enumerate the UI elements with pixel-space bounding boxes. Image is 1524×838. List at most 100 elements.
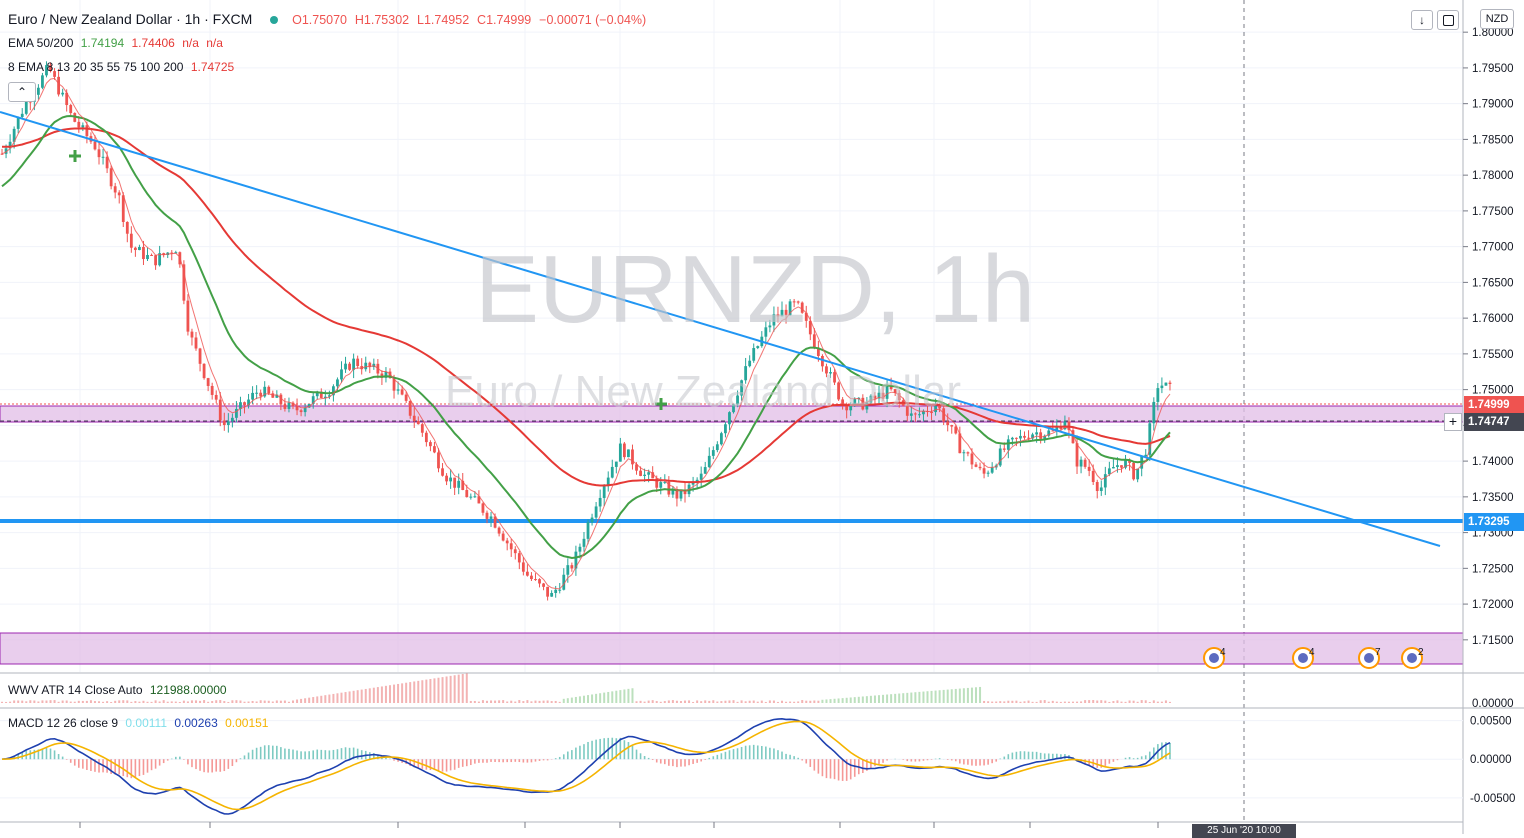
atr-bar <box>959 689 961 703</box>
atr-bar <box>90 700 92 703</box>
candle-body <box>231 418 234 422</box>
atr-bar <box>834 699 836 703</box>
atr-bar <box>716 702 718 703</box>
atr-bar <box>110 702 112 703</box>
atr-bar <box>890 694 892 703</box>
atr-bar <box>41 700 43 703</box>
macd-hist-bar <box>74 759 76 765</box>
candle-body <box>603 486 606 498</box>
macd-hist-bar <box>478 759 480 763</box>
macd-hist-bar <box>987 759 989 764</box>
macd-hist-bar <box>591 741 593 759</box>
atr-bar <box>227 702 229 703</box>
macd-hist-bar <box>264 745 266 759</box>
macd-tick-label: 0.00500 <box>1470 716 1512 728</box>
atr-bar <box>405 683 407 703</box>
candle-body <box>457 481 460 488</box>
macd-hist-bar <box>1036 752 1038 759</box>
atr-bar <box>700 701 702 703</box>
currency-badge[interactable]: NZD <box>1480 9 1514 29</box>
atr-bar <box>777 702 779 703</box>
ema-legend[interactable]: EMA 50/200 1.74194 1.74406 n/a n/a <box>8 36 227 50</box>
atr-bar <box>353 691 355 703</box>
atr-bar <box>963 688 965 703</box>
candle-body <box>433 446 436 452</box>
candle-body <box>340 369 343 379</box>
atr-bar <box>1007 701 1009 703</box>
candle-body <box>1092 471 1095 482</box>
macd-hist-bar <box>304 751 306 759</box>
atr-bar <box>1104 701 1106 703</box>
macd-hist-bar <box>215 759 217 771</box>
candle-body <box>514 549 517 553</box>
macd-hist-bar <box>510 759 512 762</box>
macd-hist-bar <box>167 759 169 760</box>
macd-hist-bar <box>931 759 933 760</box>
candle-body <box>41 75 44 87</box>
macd-hist-bar <box>139 759 141 776</box>
atr-bar <box>175 702 177 703</box>
atr-bar <box>442 677 444 703</box>
candle-body <box>356 359 359 366</box>
macd-hist-bar <box>652 759 654 760</box>
event-count: 4 <box>1220 647 1226 658</box>
atr-bar <box>648 701 650 703</box>
collapse-legend-button[interactable]: ⌃ <box>8 82 36 102</box>
atr-bar <box>636 701 638 703</box>
macd-hist-bar <box>927 759 929 760</box>
crosshair-plus-button[interactable]: + <box>1444 413 1462 431</box>
scroll-down-button[interactable]: ↓ <box>1411 10 1433 30</box>
y-tick-label: 1.79500 <box>1472 63 1514 75</box>
atr-bar <box>619 690 621 703</box>
candle-body <box>1035 432 1038 434</box>
ema-multi-legend[interactable]: 8 EMA 8 13 20 35 55 75 100 200 1.74725 <box>8 60 238 74</box>
ema-legend-v2: 1.74406 <box>131 36 174 50</box>
candle-body <box>251 393 254 400</box>
macd-hist-bar <box>1032 752 1034 759</box>
atr-bar <box>543 701 545 703</box>
atr-bar <box>817 701 819 703</box>
atr-bar <box>332 694 334 703</box>
support-zone[interactable] <box>0 633 1463 664</box>
atr-bar <box>50 700 52 703</box>
candle-body <box>724 424 727 433</box>
macd-hist-bar <box>159 759 161 765</box>
macd-hist-bar <box>523 759 525 762</box>
macd-hist-bar <box>292 750 294 760</box>
candle-body <box>643 475 646 476</box>
macd-hist-bar <box>971 759 973 765</box>
atr-bar <box>534 701 536 703</box>
atr-bar <box>664 701 666 703</box>
atr-bar <box>761 701 763 703</box>
candle-body <box>979 467 982 468</box>
macd-hist-bar <box>70 759 72 763</box>
atr-bar <box>276 700 278 703</box>
atr-bar <box>830 699 832 703</box>
macd-hist-value: 0.00111 <box>125 716 167 730</box>
candle-body <box>518 553 521 562</box>
atr-bar <box>58 702 60 703</box>
atr-bar <box>1052 701 1054 703</box>
macd-hist-bar <box>923 759 925 761</box>
macd-legend[interactable]: MACD 12 26 close 9 0.00111 0.00263 0.001… <box>8 716 272 730</box>
macd-hist-bar <box>66 759 68 760</box>
macd-hist-bar <box>991 759 993 763</box>
price-axis[interactable]: 1.800001.795001.790001.785001.780001.775… <box>1463 27 1514 647</box>
candle-body <box>409 401 412 416</box>
maximize-button[interactable] <box>1437 10 1459 30</box>
candle-body <box>37 88 40 95</box>
atr-legend[interactable]: WWV ATR 14 Close Auto 121988.00000 <box>8 683 231 697</box>
symbol-header[interactable]: Euro / New Zealand Dollar · 1h · FXCM O1… <box>8 11 650 27</box>
y-tick-label: 1.78500 <box>1472 134 1514 146</box>
atr-bar <box>773 701 775 703</box>
atr-bar <box>975 687 977 703</box>
macd-hist-bar <box>1169 743 1171 759</box>
symbol-title[interactable]: Euro / New Zealand Dollar · 1h · FXCM <box>8 11 252 27</box>
macd-hist-bar <box>963 759 965 764</box>
macd-hist-bar <box>466 759 468 766</box>
atr-bar <box>365 689 367 703</box>
candle-body <box>595 506 598 517</box>
macd-hist-bar <box>729 750 731 759</box>
atr-bar <box>894 694 896 703</box>
